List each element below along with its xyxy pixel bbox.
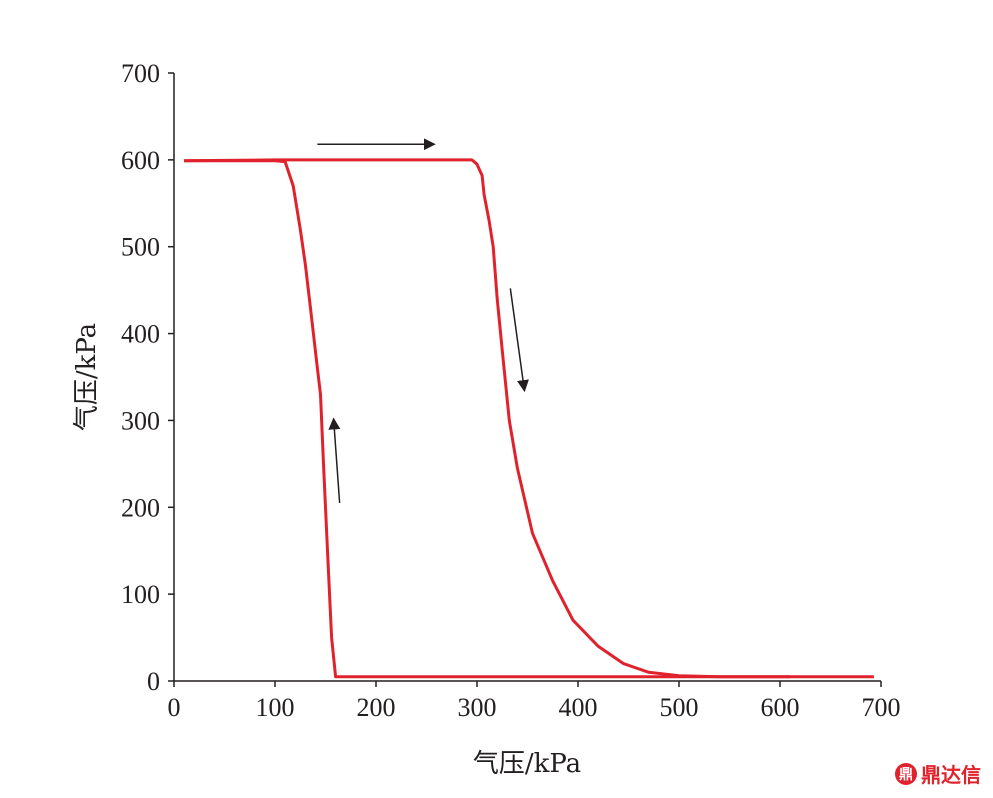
direction-arrows: [317, 138, 529, 503]
tick-labels: 0 100 200 300 400 500 600 700 0 100 200 300 400 500 60…: [121, 59, 901, 722]
series-line-2: [184, 159, 874, 679]
y-tick-label: 500: [121, 233, 160, 262]
axes: [173, 73, 881, 682]
y-tick-label: 200: [121, 493, 160, 522]
ticks: [168, 72, 882, 687]
y-axis-title: 气压/kPa: [72, 323, 102, 431]
x-tick-label: 200: [357, 693, 396, 722]
x-axis-title: 气压/kPa: [473, 749, 581, 779]
x-tick-label: 100: [256, 693, 295, 722]
watermark: 鼎 鼎达信: [895, 759, 981, 788]
arrow-up: [328, 417, 341, 503]
x-tick-label: 300: [458, 693, 497, 722]
y-tick-label: 100: [121, 580, 160, 609]
x-tick-label: 700: [862, 693, 901, 722]
x-tick-label: 600: [761, 693, 800, 722]
watermark-text: 鼎达信: [921, 763, 981, 787]
x-tick-label: 500: [660, 693, 699, 722]
x-tick-label: 0: [168, 693, 181, 722]
series-lines: [184, 158, 874, 679]
y-tick-label: 0: [147, 667, 160, 696]
y-tick-label: 600: [121, 146, 160, 175]
y-tick-label: 700: [121, 59, 160, 88]
watermark-logo-icon: 鼎: [895, 762, 917, 785]
series-line-1: [184, 158, 791, 679]
x-tick-label: 400: [559, 693, 598, 722]
y-tick-label: 400: [121, 320, 160, 349]
arrow-down: [509, 288, 529, 393]
y-tick-label: 300: [121, 406, 160, 435]
